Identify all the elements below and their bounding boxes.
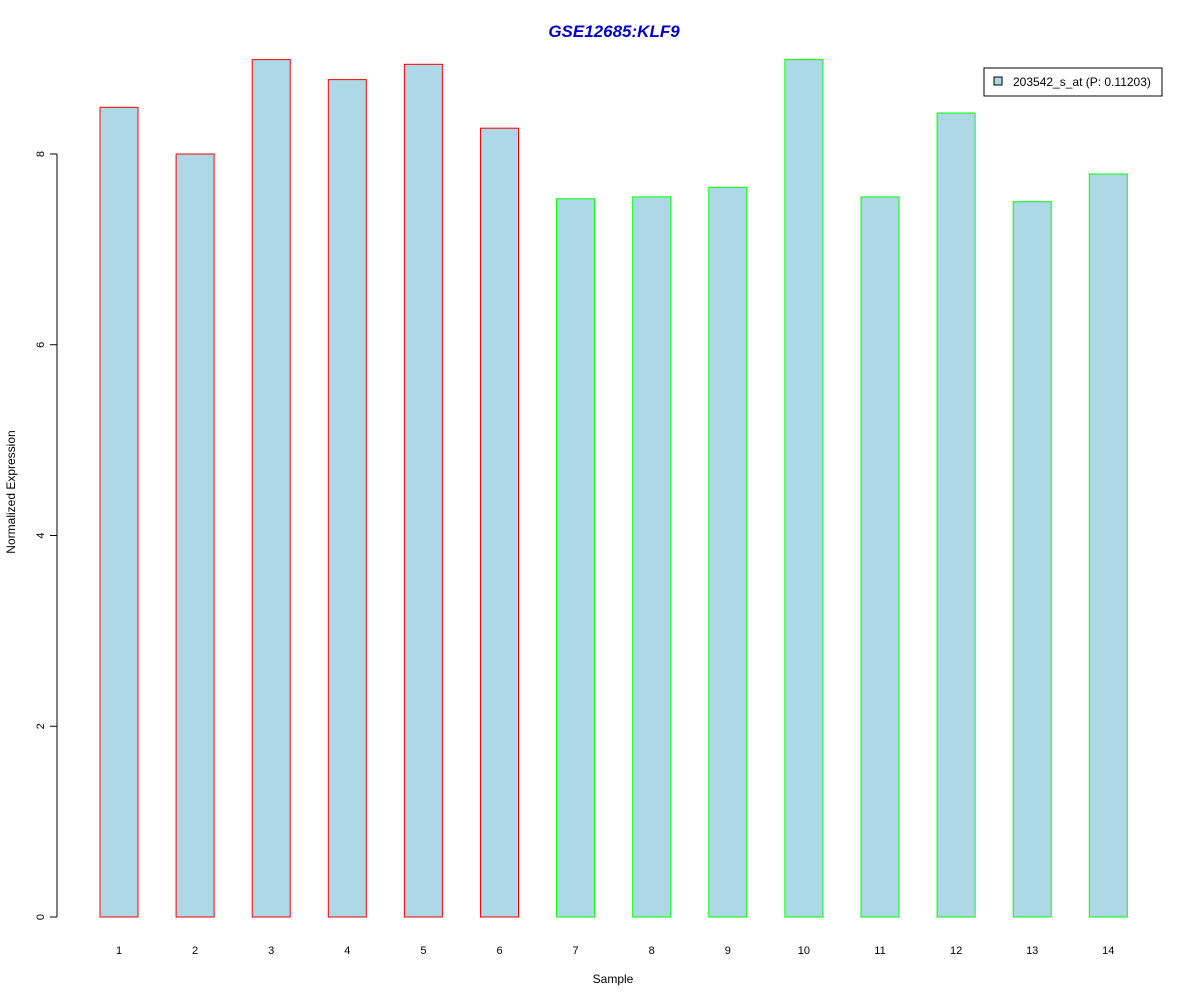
y-tick-label: 0 (35, 914, 47, 920)
x-tick-label: 8 (649, 945, 655, 957)
x-tick-label: 12 (950, 945, 962, 957)
bar-sample-14 (1088, 173, 1128, 918)
legend-swatch (993, 76, 1003, 86)
bar-sample-1 (99, 106, 139, 918)
x-tick-label: 9 (725, 945, 731, 957)
x-tick-label: 2 (192, 945, 198, 957)
bar-sample-5 (403, 63, 443, 918)
x-tick-label: 1 (116, 945, 122, 957)
x-tick-label: 11 (874, 945, 885, 957)
bar-sample-10 (784, 59, 824, 918)
bar-sample-2 (175, 153, 215, 918)
x-tick-label: 5 (420, 945, 426, 957)
bars (99, 59, 1128, 918)
y-tick-label: 4 (35, 532, 47, 538)
bar-sample-4 (327, 79, 367, 918)
bar-sample-8 (632, 196, 672, 918)
y-axis-label: Normalized Expression (4, 430, 18, 553)
x-tick-label: 6 (496, 945, 502, 957)
x-tick-label: 4 (344, 945, 350, 957)
bar-sample-11 (860, 196, 900, 918)
y-tick-label: 2 (35, 723, 47, 729)
x-tick-label: 14 (1102, 945, 1114, 957)
chart-title: GSE12685:KLF9 (548, 22, 680, 41)
legend-entry: 203542_s_at (P: 0.11203) (1013, 75, 1151, 89)
bar-sample-6 (480, 127, 519, 918)
legend-box (983, 67, 1163, 97)
y-axis: 0 2 4 6 8 (35, 151, 58, 920)
bar-sample-13 (1012, 201, 1052, 918)
x-tick-label: 10 (798, 945, 810, 957)
y-tick-label: 6 (35, 342, 47, 348)
bar-sample-7 (556, 198, 596, 918)
bar-sample-9 (708, 186, 748, 918)
y-tick-label: 8 (35, 151, 47, 157)
x-tick-label: 7 (573, 945, 579, 957)
x-tick-label: 13 (1026, 945, 1038, 957)
bar-sample-3 (251, 59, 291, 918)
x-axis-label: Sample (593, 972, 634, 986)
bar-sample-12 (936, 112, 976, 918)
x-axis-tick-labels: 1 2 3 4 5 6 7 8 9 10 11 12 13 14 (116, 945, 1114, 957)
x-tick-label: 3 (268, 945, 274, 957)
legend: 203542_s_at (P: 0.11203) (983, 67, 1163, 97)
